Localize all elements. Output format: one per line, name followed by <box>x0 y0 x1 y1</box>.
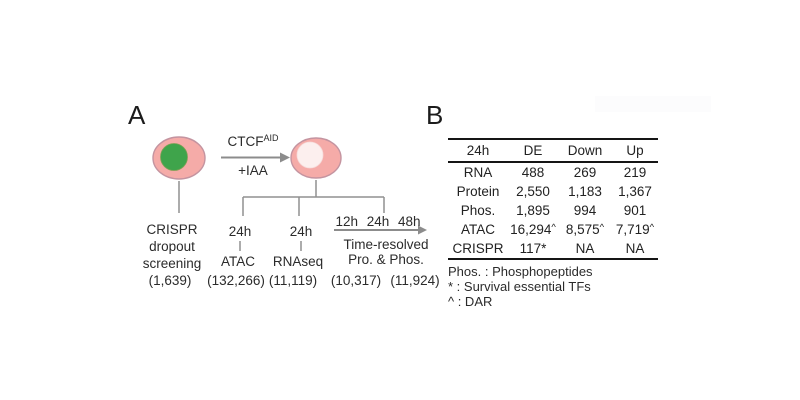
watermark-artifact <box>595 96 711 112</box>
crispr-screening-label: CRISPR dropout screening <box>142 222 202 271</box>
table-row-atac: ATAC 16,294^ 8,575^ 7,719^ <box>448 220 658 239</box>
panel-b-label: B <box>426 100 444 130</box>
cell-down: 994 <box>573 203 597 218</box>
results-table: 24h DE Down Up RNA 488 269 219 Protein 2… <box>448 138 658 260</box>
footnote-phos: Phos. : Phosphopeptides <box>448 264 593 279</box>
col-header-up: Up <box>612 139 658 163</box>
ctcf-nucleus-green <box>160 143 188 171</box>
cell-down: 269 <box>573 165 597 180</box>
row-label: Protein <box>456 184 500 199</box>
proteome-count: (10,317) <box>330 273 382 288</box>
cell-de: 2,550 <box>516 184 550 199</box>
timepoints-label: 12h 24h 48h <box>335 214 421 229</box>
cell-down: 1,183 <box>568 184 602 199</box>
cell-up: 7,719^ <box>615 222 655 237</box>
timecourse-arrow-head <box>418 225 427 235</box>
footnote-caret: ^ : DAR <box>448 294 493 309</box>
cell-down: 8,575^ <box>565 222 605 237</box>
row-label: ATAC <box>460 222 495 237</box>
table-row-protein: Protein 2,550 1,183 1,367 <box>448 182 658 201</box>
cell-up: 1,367 <box>618 184 652 199</box>
footnote-asterisk: * : Survival essential TFs <box>448 279 591 294</box>
table-row-crispr: CRISPR 117* NA NA <box>448 239 658 259</box>
iaa-label: +IAA <box>238 163 268 178</box>
rnaseq-count: (11,119) <box>268 273 318 288</box>
panel-a-label: A <box>128 100 146 130</box>
cell-down: NA <box>575 241 595 256</box>
cell-up: NA <box>625 241 645 256</box>
treatment-arrow-head <box>280 152 290 163</box>
rna-time-label: 24h <box>289 224 313 239</box>
phospho-count: (11,924) <box>390 273 440 288</box>
aid-superscript: AID <box>263 133 279 143</box>
pro-phos-label: Pro. & Phos. <box>348 252 424 267</box>
row-label: Phos. <box>460 203 496 218</box>
cell-de: 16,294^ <box>510 222 556 237</box>
row-label: CRISPR <box>452 241 504 256</box>
ctcf-gene-text: CTCF <box>227 134 264 149</box>
ctcf-aid-label: CTCFAID <box>213 133 293 151</box>
atac-label: ATAC <box>220 254 255 269</box>
table-row-rna: RNA 488 269 219 <box>448 162 658 182</box>
cell-de: 117* <box>519 241 547 256</box>
col-header-down: Down <box>558 139 612 163</box>
cell-up: 219 <box>623 165 647 180</box>
time-resolved-label: Time-resolved <box>343 237 429 252</box>
cell-de: 488 <box>521 165 545 180</box>
table-row-phos: Phos. 1,895 994 901 <box>448 201 658 220</box>
crispr-count: (1,639) <box>148 273 192 288</box>
col-header-de: DE <box>508 139 558 163</box>
row-label: RNA <box>463 165 493 180</box>
atac-time-label: 24h <box>228 224 252 239</box>
rnaseq-label: RNAseq <box>272 254 324 269</box>
cell-up: 901 <box>623 203 647 218</box>
depleted-nucleus-pale <box>296 141 324 169</box>
atac-count: (132,266) <box>207 273 265 288</box>
cell-de: 1,895 <box>516 203 550 218</box>
table-header-row: 24h DE Down Up <box>448 139 658 163</box>
col-header-24h: 24h <box>448 139 508 163</box>
